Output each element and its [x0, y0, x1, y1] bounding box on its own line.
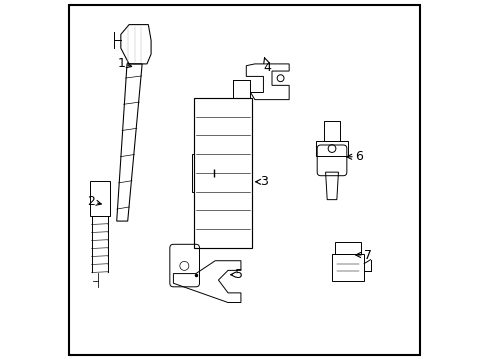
Text: 4: 4: [263, 58, 271, 74]
Text: 5: 5: [230, 268, 243, 281]
Text: 2: 2: [87, 195, 101, 208]
Text: 3: 3: [255, 175, 267, 188]
Text: 7: 7: [355, 248, 371, 261]
Text: 6: 6: [346, 150, 362, 163]
Text: 1: 1: [117, 57, 131, 71]
